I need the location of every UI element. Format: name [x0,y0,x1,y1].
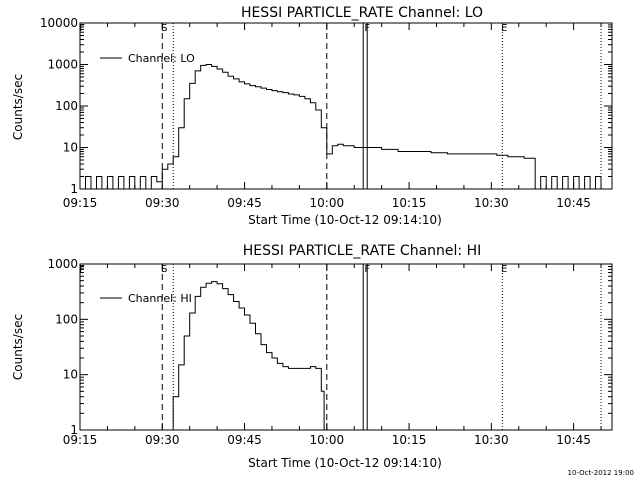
y-tick-label: 1 [70,182,78,196]
marker-label: S [161,23,167,34]
marker-label: E [501,264,507,275]
series-line [80,64,602,189]
marker-label: E [501,23,507,34]
x-tick-label: 09:15 [63,433,98,447]
x-tick-label: 10:30 [474,196,509,210]
x-tick-label: 09:45 [227,196,262,210]
y-tick-label: 10 [63,141,78,155]
plot-frame [79,263,613,431]
series-line [167,281,325,430]
chart-title: HESSI PARTICLE_RATE Channel: HI [243,243,481,259]
timestamp: 10-Oct-2012 19:00 [568,469,634,477]
y-tick-label: 100 [55,312,78,326]
x-tick-label: 09:30 [145,433,180,447]
x-tick-label: 10:00 [310,196,345,210]
x-tick-label: 10:45 [556,196,591,210]
x-tick-label: 09:15 [63,196,98,210]
x-tick-label: 10:15 [392,433,427,447]
y-tick-label: 100 [55,99,78,113]
panel-lo: HESSI PARTICLE_RATE Channel: LO Start Ti… [11,5,613,227]
y-axis-label: Counts/sec [11,314,25,380]
x-tick-label: 09:45 [227,433,262,447]
x-tick-label: 09:30 [145,196,180,210]
y-tick-label: 1 [70,423,78,437]
x-axis-label: Start Time (10-Oct-12 09:14:10) [248,456,442,470]
marker-label: F [364,23,370,34]
y-tick-label: 10000 [40,16,78,30]
y-tick-label: 10 [63,368,78,382]
y-axis-label: Counts/sec [11,74,25,140]
legend-entry: Channel: HI [128,292,192,305]
chart-title: HESSI PARTICLE_RATE Channel: LO [241,5,483,21]
marker-label: F [79,23,85,34]
y-tick-label: 1000 [47,257,78,271]
y-tick-label: 1000 [47,58,78,72]
marker-label: F [364,264,370,275]
x-tick-label: 10:00 [310,433,345,447]
x-axis-label: Start Time (10-Oct-12 09:14:10) [248,213,442,227]
panel-hi: HESSI PARTICLE_RATE Channel: HI Start Ti… [11,243,613,470]
marker-label: F [79,264,85,275]
x-tick-label: 10:30 [474,433,509,447]
legend-entry: Channel: LO [128,52,195,65]
x-tick-label: 10:45 [556,433,591,447]
plot-frame [79,22,613,190]
marker-label: S [161,264,167,275]
x-tick-label: 10:15 [392,196,427,210]
